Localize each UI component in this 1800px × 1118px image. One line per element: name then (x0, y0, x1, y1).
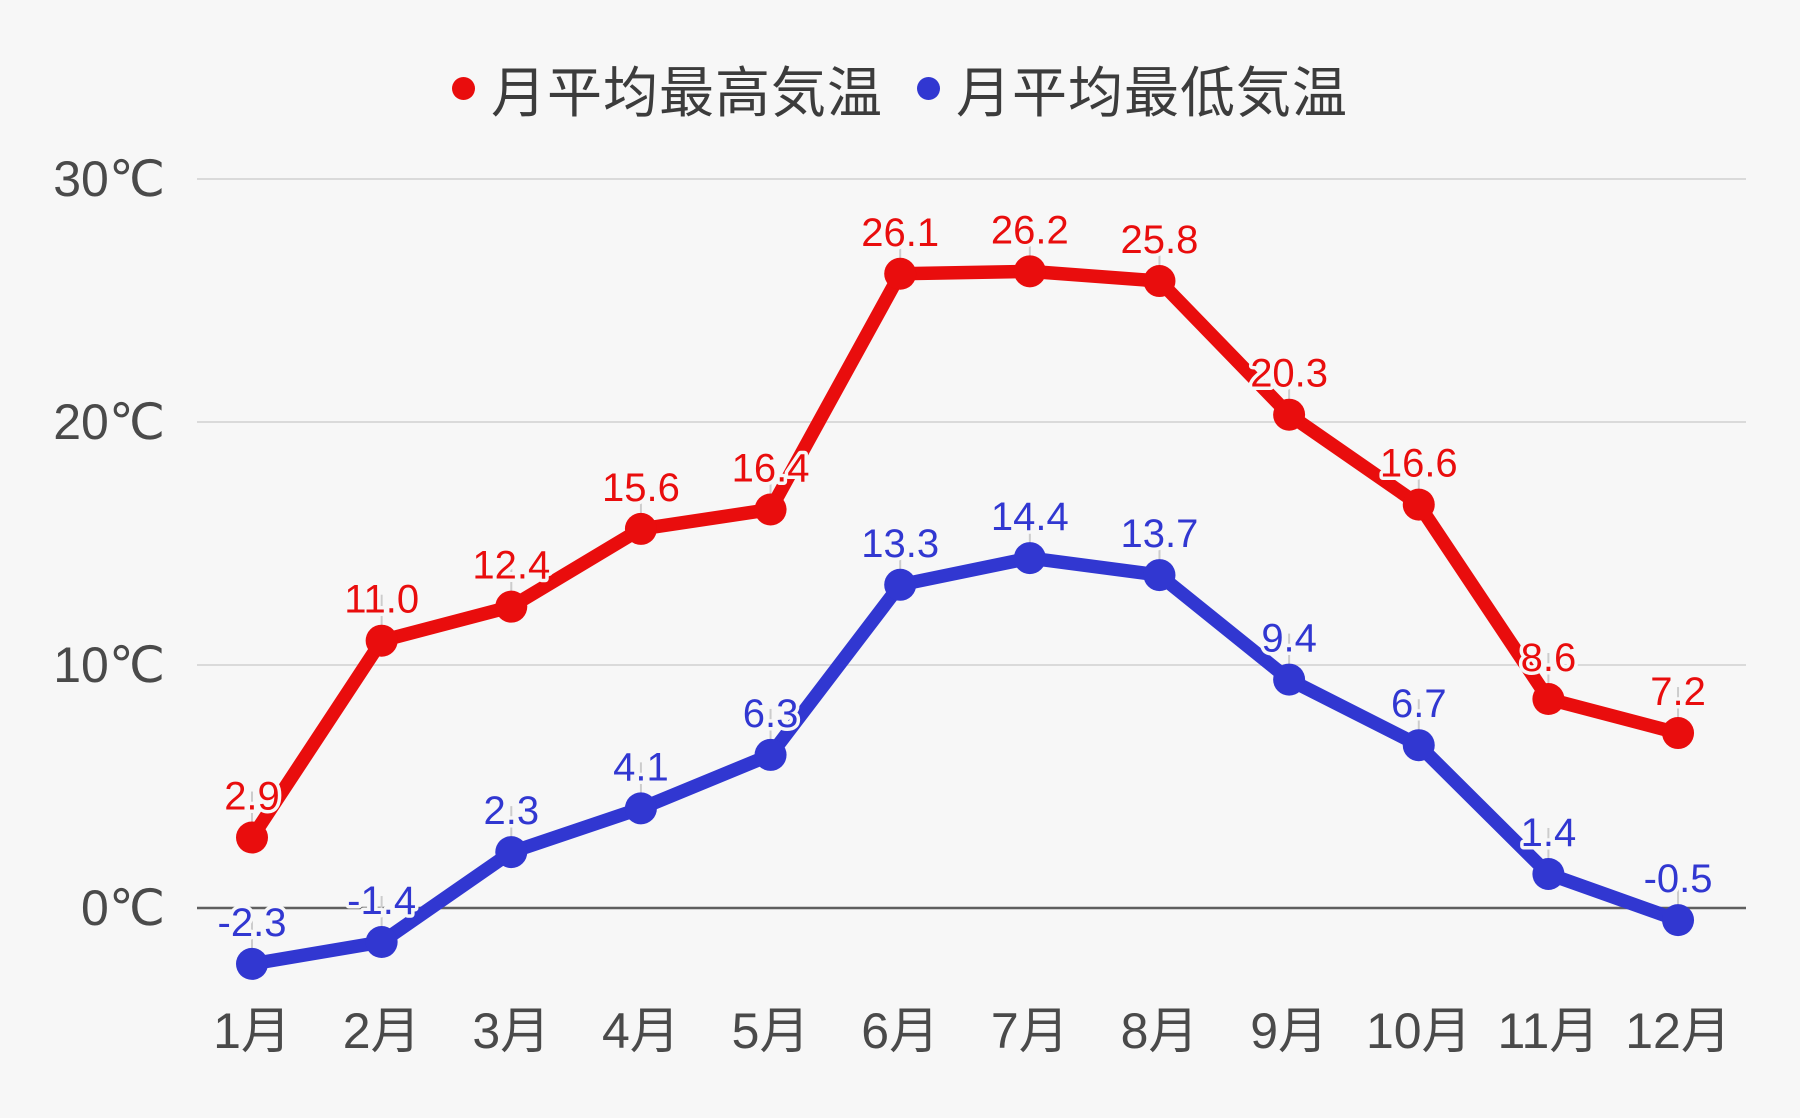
data-point-label: -1.4 (347, 879, 416, 923)
data-point-label: 26.2 (991, 208, 1069, 252)
x-axis-label: 2月 (343, 1003, 421, 1059)
data-point-label: 26.1 (861, 211, 939, 255)
data-point (1532, 683, 1565, 716)
data-point (1013, 255, 1046, 288)
y-axis-tick-label: 30℃ (53, 151, 165, 207)
data-point-label: 1.4 (1521, 811, 1577, 855)
x-axis-label: 4月 (602, 1003, 680, 1059)
data-point-label: 2.9 (224, 775, 280, 819)
data-point (236, 821, 268, 854)
data-point (1662, 904, 1695, 937)
x-axis-label: 7月 (991, 1003, 1069, 1059)
x-axis-label: 11月 (1497, 1003, 1599, 1059)
data-point (236, 947, 268, 980)
data-point-label: 16.6 (1380, 442, 1458, 486)
data-point-label: 4.1 (613, 745, 669, 789)
data-point (365, 926, 398, 959)
x-axis-label: 3月 (472, 1003, 550, 1059)
data-point (754, 493, 787, 526)
data-point-label: 6.7 (1391, 682, 1447, 726)
data-point-label: 2.3 (483, 789, 539, 833)
legend-item-avg-low: 月平均最低気温 (917, 48, 1348, 128)
data-point-label: -0.5 (1644, 857, 1713, 901)
data-point (624, 792, 657, 825)
data-point-label: 12.4 (472, 544, 550, 588)
data-point-label: 13.7 (1121, 512, 1199, 556)
series-line-avg-high (245, 264, 1685, 845)
data-point-label: 16.4 (732, 446, 810, 490)
x-axis-label: 9月 (1250, 1003, 1328, 1059)
legend-low-label: 月平均最低気温 (956, 62, 1349, 124)
legend-item-avg-high: 月平均最高気温 (451, 48, 883, 128)
chart-legend: 月平均最高気温 月平均最低気温 (0, 48, 1800, 128)
data-point-label: 7.2 (1650, 670, 1706, 714)
data-point (1013, 542, 1046, 575)
data-point (1143, 265, 1176, 298)
data-point (495, 836, 528, 869)
data-point-label: 13.3 (861, 522, 939, 566)
data-point (1273, 663, 1306, 696)
data-point (1273, 398, 1306, 431)
x-axis-label: 12月 (1625, 1003, 1731, 1059)
data-point-label: 6.3 (743, 692, 799, 736)
data-point (754, 738, 787, 771)
y-axis-tick-label: 20℃ (53, 394, 165, 450)
y-axis-tick-label: 0℃ (81, 880, 165, 936)
data-point (1532, 857, 1565, 890)
data-point (495, 590, 528, 623)
data-point-label: 9.4 (1261, 617, 1317, 661)
data-point (1402, 488, 1435, 521)
data-point (1143, 559, 1176, 592)
x-axis-label: 6月 (861, 1003, 939, 1059)
x-axis-label: 8月 (1121, 1003, 1199, 1059)
series-line-avg-low (245, 551, 1685, 971)
data-point (1662, 717, 1695, 750)
data-point (1402, 729, 1435, 762)
legend-low-dot-icon (917, 76, 940, 100)
data-point-label: 8.6 (1521, 636, 1577, 680)
data-point-label: -2.3 (218, 901, 287, 945)
x-axis-label: 5月 (732, 1003, 810, 1059)
data-point (884, 257, 917, 290)
legend-high-label: 月平均最高気温 (490, 62, 883, 124)
data-point-label: 14.4 (991, 495, 1069, 539)
data-point-label: 25.8 (1121, 218, 1199, 262)
x-axis-label: 10月 (1366, 1003, 1472, 1059)
y-axis-tick-label: 10℃ (53, 637, 165, 693)
data-point-label: 11.0 (344, 578, 419, 622)
data-point-label: 15.6 (602, 466, 680, 510)
data-point (624, 512, 657, 545)
data-point (365, 624, 398, 657)
data-point (884, 568, 917, 601)
legend-high-dot-icon (451, 76, 475, 100)
data-point-label: 20.3 (1250, 352, 1328, 396)
x-axis-label: 1月 (213, 1003, 291, 1059)
